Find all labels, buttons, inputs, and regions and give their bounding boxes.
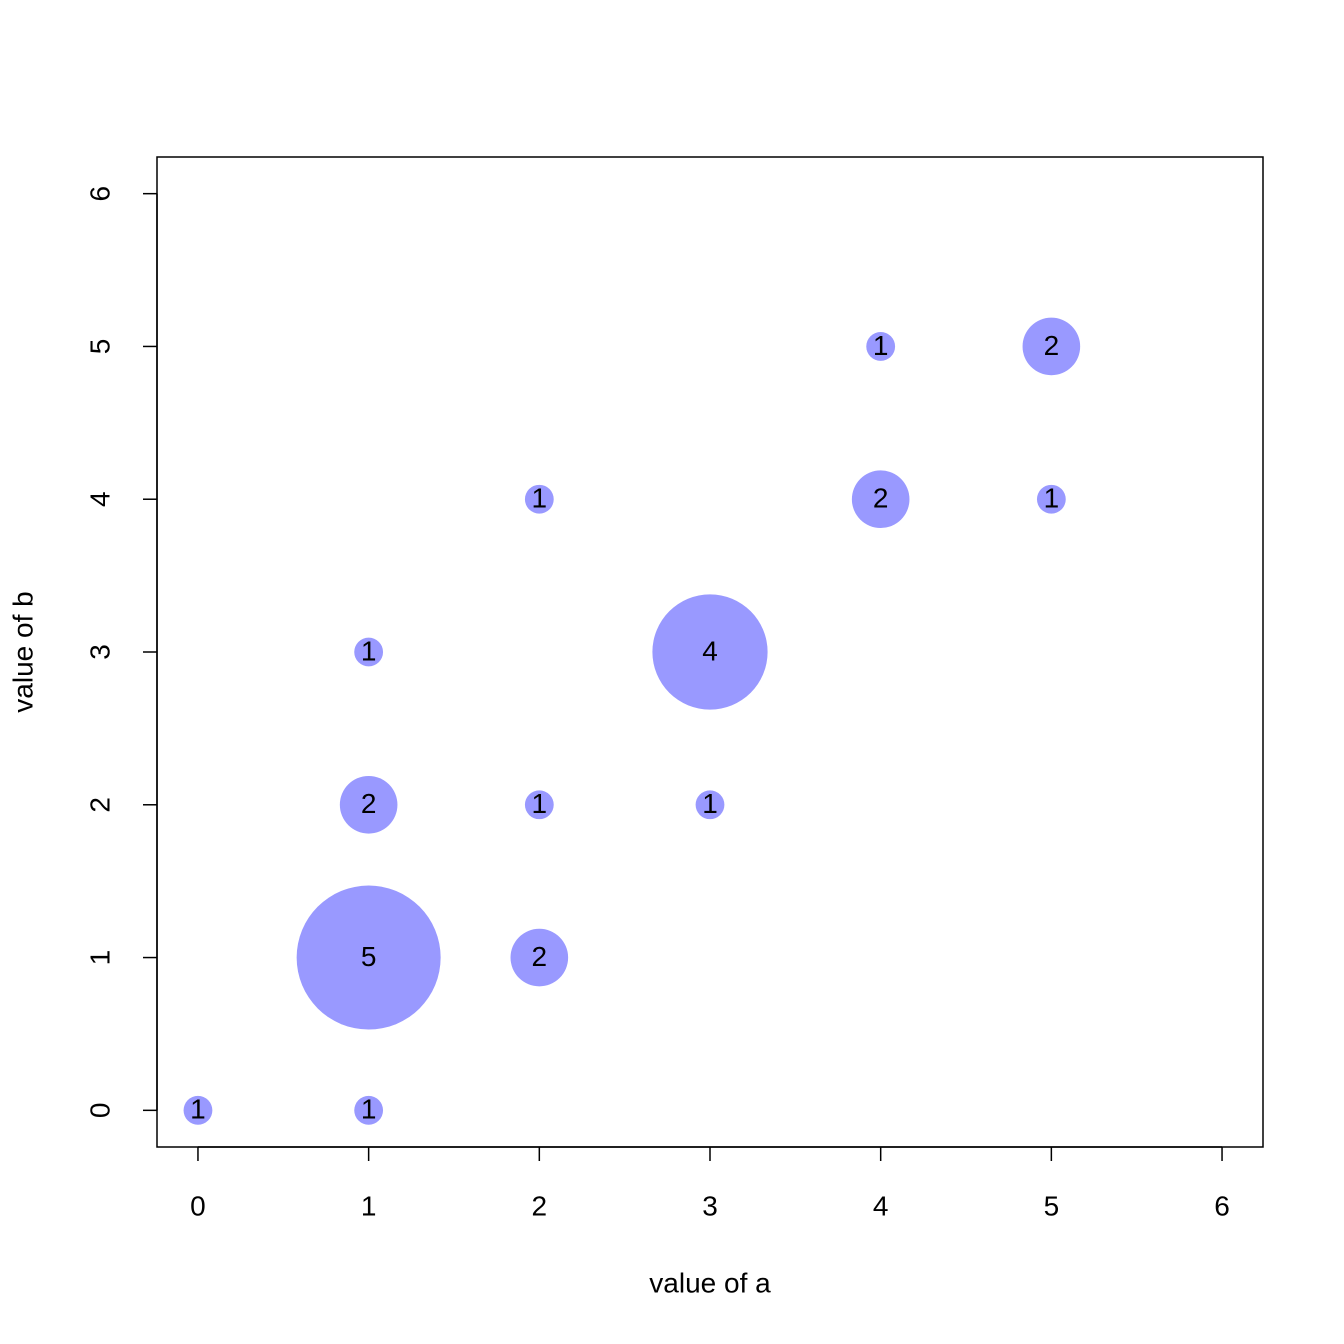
bubble: [354, 1095, 384, 1125]
bubble: [866, 332, 896, 361]
x-tick-label: 6: [1214, 1190, 1230, 1221]
y-tick-label: 6: [84, 186, 115, 202]
bubble-label: 1: [1044, 483, 1060, 514]
y-axis-label: value of b: [7, 591, 38, 712]
bubble-label: 1: [190, 1094, 206, 1125]
bubble: [1036, 484, 1066, 514]
bubble: [1022, 317, 1081, 376]
bubble: [510, 928, 569, 987]
x-tick-label: 0: [190, 1190, 206, 1221]
y-tick-label: 3: [84, 644, 115, 660]
y-tick-label: 0: [84, 1103, 115, 1119]
y-tick-label: 2: [84, 797, 115, 813]
y-tick-label: 1: [84, 950, 115, 966]
bubble: [354, 637, 384, 667]
bubble: [183, 1095, 213, 1125]
x-axis-label: value of a: [649, 1267, 771, 1298]
bubble-label: 1: [361, 1094, 377, 1125]
bubble-label: 2: [1044, 330, 1060, 361]
bubble: [339, 775, 398, 834]
x-tick-label: 4: [873, 1190, 889, 1221]
x-tick-label: 2: [532, 1190, 548, 1221]
bubble-label: 4: [702, 635, 718, 666]
bubble-label: 1: [361, 635, 377, 666]
x-tick-label: 5: [1044, 1190, 1060, 1221]
bubble: [652, 594, 768, 710]
bubble-label: 1: [873, 330, 889, 361]
x-tick-label: 1: [361, 1190, 377, 1221]
y-tick-label: 4: [84, 491, 115, 507]
bubble-label: 2: [532, 941, 548, 972]
bubble-label: 2: [361, 788, 377, 819]
bubble-label: 5: [361, 941, 377, 972]
bubble-label: 1: [702, 788, 718, 819]
y-tick-label: 5: [84, 339, 115, 355]
bubble: [524, 484, 554, 514]
bubble: [851, 470, 910, 529]
bubble-label: 2: [873, 483, 889, 514]
bubble: [695, 790, 725, 820]
x-tick-label: 3: [702, 1190, 718, 1221]
bubble: [524, 790, 554, 820]
bubble-label: 1: [532, 483, 548, 514]
bubble: [296, 885, 441, 1030]
bubble-label: 1: [532, 788, 548, 819]
